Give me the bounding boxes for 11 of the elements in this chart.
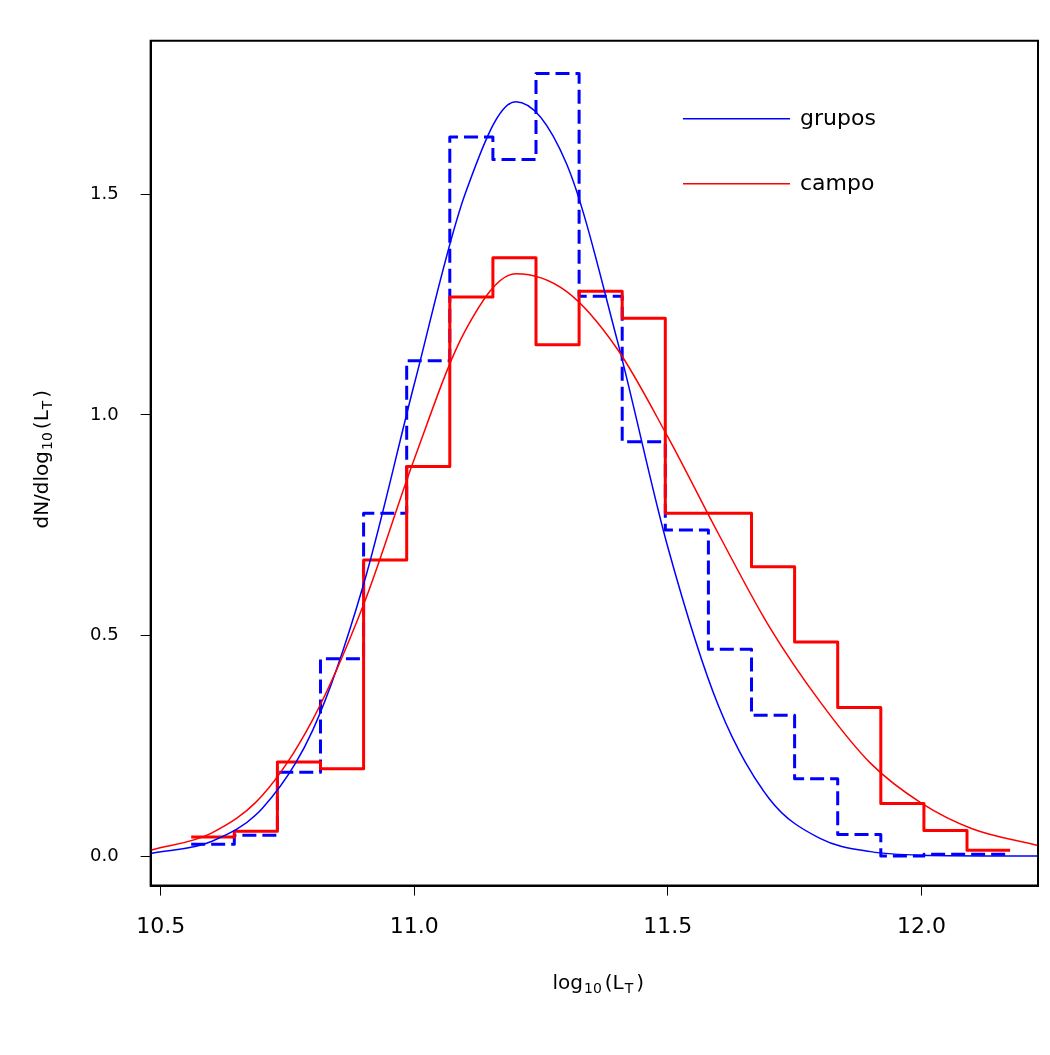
x-tick-label: 12.0 xyxy=(896,912,946,938)
x-tick-label: 11.5 xyxy=(643,912,693,938)
x-tick-label: 11.0 xyxy=(389,912,439,938)
y-tick-label: 0.5 xyxy=(89,623,119,645)
y-axis-title: dN/dlog10(LT) xyxy=(28,389,56,529)
y-tick-label: 1.5 xyxy=(89,181,119,203)
legend-label: grupos xyxy=(800,104,876,130)
y-tick-label: 1.0 xyxy=(89,402,119,424)
legend-label: campo xyxy=(800,169,875,195)
y-tick-label: 0.0 xyxy=(89,843,119,865)
x-tick-label: 10.5 xyxy=(136,912,186,938)
